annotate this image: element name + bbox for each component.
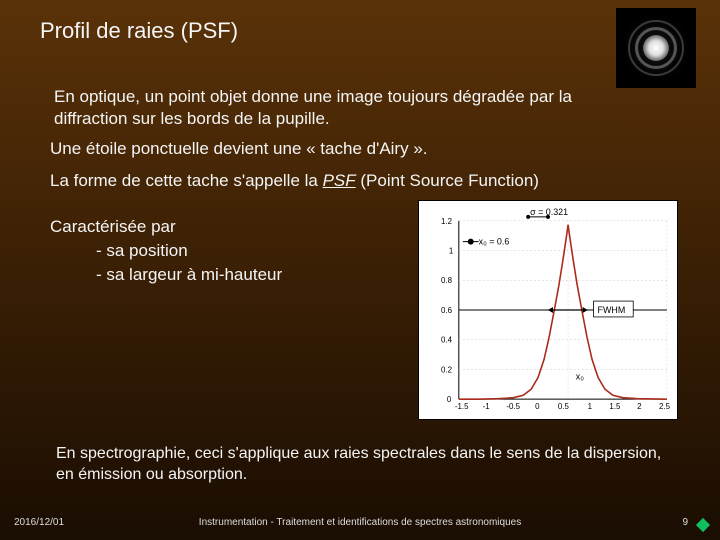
svg-text:0.6: 0.6 [441, 306, 453, 315]
svg-text:0: 0 [447, 395, 452, 404]
paragraph-spectrography: En spectrographie, ceci s'applique aux r… [56, 444, 676, 486]
svg-text:2: 2 [637, 402, 641, 411]
svg-text:0.5: 0.5 [558, 402, 570, 411]
svg-text:1: 1 [449, 247, 454, 256]
psf-acronym: PSF [323, 171, 356, 190]
psf-text-a: La forme de cette tache s'appelle la [50, 171, 323, 190]
psf-chart: FWHM σ = 0.321 x₀ = 0.6 x₀ -1.5 -1 -0.5 … [418, 200, 678, 420]
airy-disk-image [616, 8, 696, 88]
char-position: - sa position [96, 240, 390, 262]
svg-text:0.4: 0.4 [441, 336, 453, 345]
x0-label: x₀ = 0.6 [479, 237, 510, 247]
svg-text:1.2: 1.2 [441, 217, 452, 226]
slide-title: Profil de raies (PSF) [40, 18, 238, 44]
svg-text:0.2: 0.2 [441, 365, 452, 374]
svg-text:2.5: 2.5 [659, 402, 671, 411]
paragraph-psf: La forme de cette tache s'appelle la PSF… [50, 170, 690, 192]
page-marker-icon [696, 518, 710, 532]
char-fwhm: - sa largeur à mi-hauteur [96, 264, 390, 286]
svg-text:0.8: 0.8 [441, 276, 453, 285]
char-head: Caractérisée par [50, 216, 390, 238]
svg-text:-0.5: -0.5 [506, 402, 520, 411]
paragraph-characteristics: Caractérisée par - sa position - sa larg… [50, 216, 390, 286]
svg-text:-1.5: -1.5 [455, 402, 469, 411]
psf-text-b: (Point Source Function) [356, 171, 539, 190]
footer-center: Instrumentation - Traitement et identifi… [199, 517, 521, 528]
x0-axis-label: x₀ [576, 371, 584, 381]
svg-text:0: 0 [535, 402, 540, 411]
svg-text:-1: -1 [483, 402, 491, 411]
paragraph-optics: En optique, un point objet donne une ima… [54, 86, 574, 130]
footer-page-number: 9 [682, 517, 688, 528]
svg-text:1: 1 [588, 402, 593, 411]
svg-text:1.5: 1.5 [609, 402, 621, 411]
fwhm-label: FWHM [598, 305, 626, 315]
paragraph-airy: Une étoile ponctuelle devient une « tach… [50, 138, 670, 160]
footer-date: 2016/12/01 [14, 517, 64, 528]
